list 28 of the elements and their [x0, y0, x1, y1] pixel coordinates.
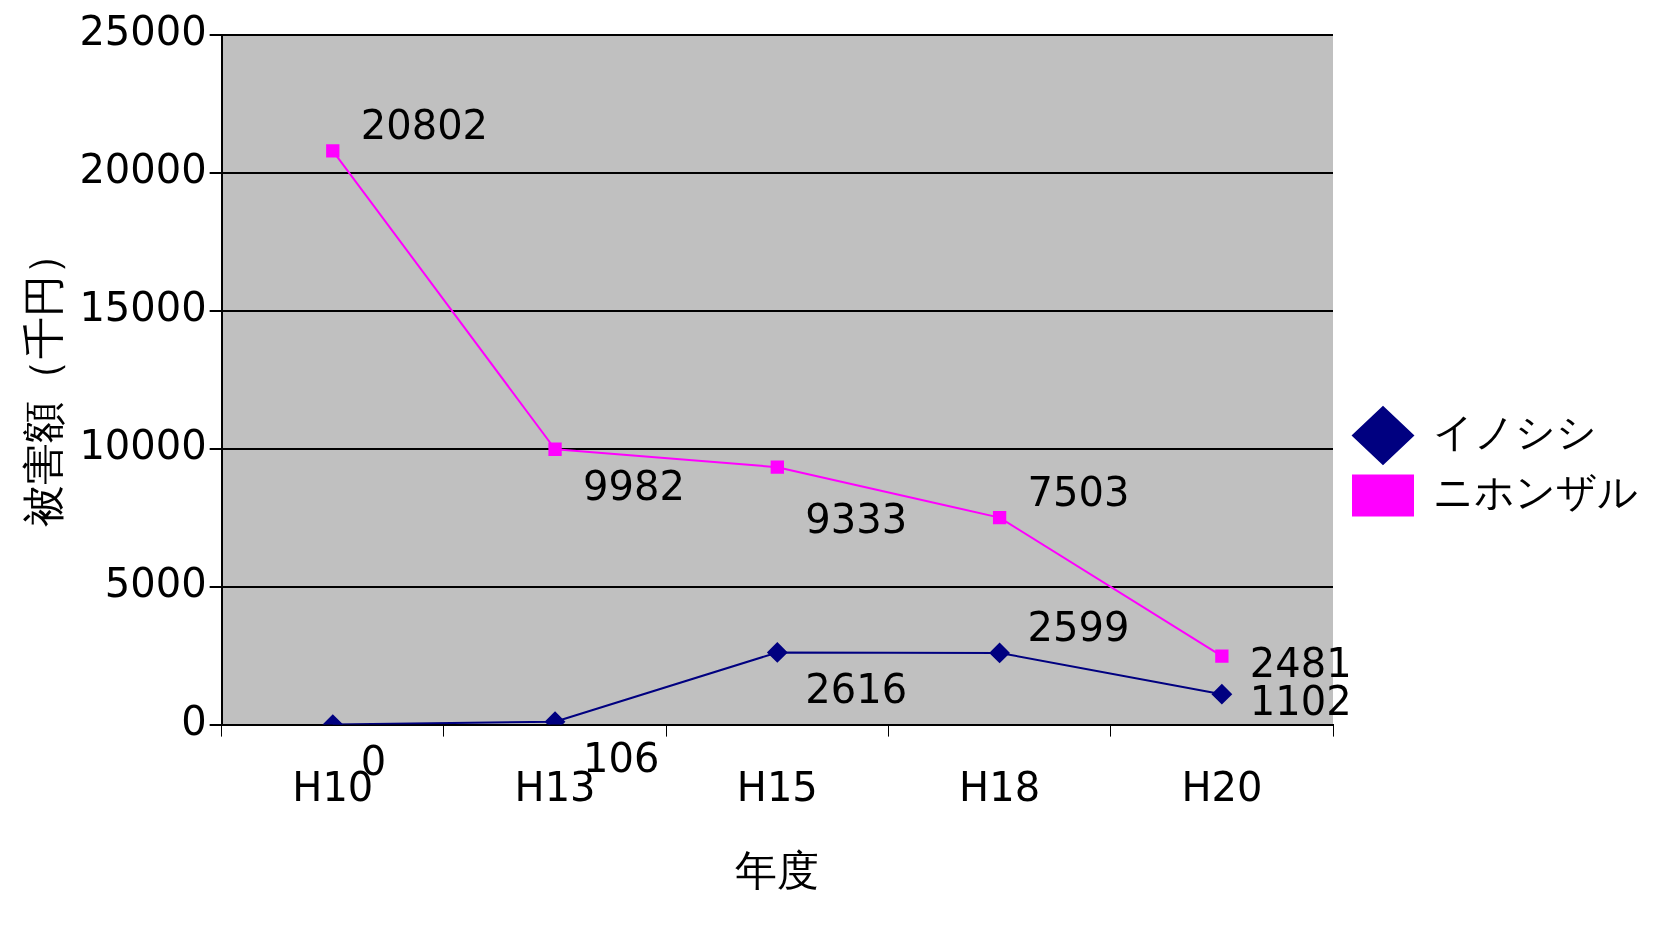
y-tick-label: 5000: [104, 560, 207, 607]
x-axis-title: 年度: [735, 845, 820, 895]
y-tick-label: 15000: [79, 284, 207, 331]
data-label: 20802: [360, 102, 489, 149]
y-tick-label: 20000: [79, 146, 207, 193]
x-tick-label: H20: [1181, 763, 1263, 810]
y-tick-label: 25000: [79, 8, 207, 55]
point: [767, 642, 788, 663]
data-label: 2599: [1027, 604, 1130, 651]
data-label: 2616: [805, 665, 908, 712]
x-tick-label: H15: [736, 763, 818, 810]
x-tick-label: H18: [959, 763, 1041, 810]
data-label: 9982: [583, 462, 685, 509]
point: [1215, 649, 1229, 663]
data-label: 9333: [805, 495, 908, 542]
point: [992, 510, 1007, 525]
point: [548, 442, 562, 456]
point: [1211, 684, 1232, 705]
legend-label: ニホンザル: [1433, 468, 1638, 515]
data-label: 7503: [1027, 469, 1130, 516]
point: [989, 642, 1010, 663]
y-tick-label: 0: [181, 697, 207, 744]
legend-label: イノシシ: [1433, 408, 1597, 455]
point: [326, 144, 340, 158]
point: [770, 460, 784, 474]
y-axis-title: 被害額（千円）: [19, 232, 69, 527]
y-tick-label: 10000: [79, 422, 207, 469]
data-label: 1102: [1249, 677, 1352, 724]
